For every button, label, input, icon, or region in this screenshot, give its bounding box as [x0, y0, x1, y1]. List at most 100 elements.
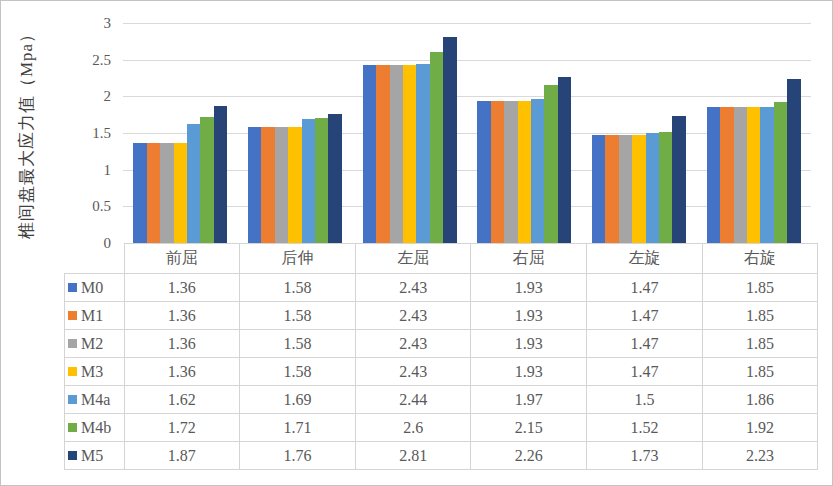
value-M5-右旋: 2.23 — [702, 442, 818, 470]
bar-M0-左旋 — [592, 135, 605, 243]
value-M4b-左屈: 2.6 — [355, 414, 471, 442]
table-row: M11.361.582.431.931.471.85 — [65, 302, 818, 330]
table-header-row: 前屈后伸左屈右屈左旋右旋 — [65, 244, 818, 274]
value-M0-后伸: 1.58 — [240, 274, 356, 302]
table-row: M51.871.762.812.261.732.23 — [65, 442, 818, 470]
series-legend-M4b: M4b — [65, 414, 125, 442]
series-name: M0 — [81, 279, 103, 296]
bar-M4a-后伸 — [302, 119, 315, 243]
value-M4a-后伸: 1.69 — [240, 386, 356, 414]
value-M4a-左屈: 2.44 — [355, 386, 471, 414]
value-M2-右屈: 1.93 — [471, 330, 587, 358]
column-header: 右旋 — [702, 244, 818, 274]
bar-M0-左屈 — [363, 65, 376, 243]
bar-M4a-左屈 — [416, 64, 429, 243]
value-M3-后伸: 1.58 — [240, 358, 356, 386]
value-M0-左屈: 2.43 — [355, 274, 471, 302]
legend-swatch-icon — [68, 451, 77, 460]
column-header: 左屈 — [355, 244, 471, 274]
bar-M5-左屈 — [443, 37, 456, 243]
bar-M3-前屈 — [174, 143, 187, 243]
legend-swatch-icon — [68, 423, 77, 432]
bar-M3-左屈 — [403, 65, 416, 243]
bar-M2-左旋 — [619, 135, 632, 243]
y-axis-tick-label: 1.5 — [1, 123, 111, 143]
value-M5-左旋: 1.73 — [587, 442, 703, 470]
bar-M5-左旋 — [672, 116, 685, 243]
bar-M4b-右屈 — [544, 85, 557, 243]
bar-M0-前屈 — [133, 143, 146, 243]
bar-M5-后伸 — [328, 114, 341, 243]
series-name: M2 — [81, 335, 103, 352]
bar-M4a-右屈 — [531, 99, 544, 243]
value-M3-右屈: 1.93 — [471, 358, 587, 386]
bar-M2-后伸 — [275, 127, 288, 243]
bar-M4a-右旋 — [760, 107, 773, 243]
series-legend-M0: M0 — [65, 274, 125, 302]
series-name: M1 — [81, 307, 103, 324]
value-M0-前屈: 1.36 — [124, 274, 240, 302]
series-legend-M2: M2 — [65, 330, 125, 358]
value-M4b-左旋: 1.52 — [587, 414, 703, 442]
series-name: M4b — [81, 419, 111, 436]
column-header: 右屈 — [471, 244, 587, 274]
y-axis-tick-label: 0.5 — [1, 196, 111, 216]
value-M2-前屈: 1.36 — [124, 330, 240, 358]
value-M2-右旋: 1.85 — [702, 330, 818, 358]
series-legend-M1: M1 — [65, 302, 125, 330]
value-M2-后伸: 1.58 — [240, 330, 356, 358]
value-M3-左旋: 1.47 — [587, 358, 703, 386]
value-M5-前屈: 1.87 — [124, 442, 240, 470]
value-M2-左屈: 2.43 — [355, 330, 471, 358]
table-row: M3 1.361.582.431.931.471.85 — [65, 358, 818, 386]
series-name: M3 — [81, 363, 103, 380]
value-M2-左旋: 1.47 — [587, 330, 703, 358]
table-row: M4b1.721.712.62.151.521.92 — [65, 414, 818, 442]
value-M4b-前屈: 1.72 — [124, 414, 240, 442]
value-M4a-前屈: 1.62 — [124, 386, 240, 414]
bar-M4a-前屈 — [187, 124, 200, 243]
legend-swatch-icon — [68, 395, 77, 404]
table-row: M01.361.582.431.931.471.85 — [65, 274, 818, 302]
bar-M4b-左旋 — [659, 132, 672, 243]
value-M1-前屈: 1.36 — [124, 302, 240, 330]
value-M4b-右旋: 1.92 — [702, 414, 818, 442]
bar-M2-左屈 — [390, 65, 403, 243]
series-legend-M4a: M4a — [65, 386, 125, 414]
y-axis-tick-label: 3 — [1, 13, 111, 33]
bar-M2-右屈 — [504, 101, 517, 243]
plot-area — [123, 23, 811, 243]
table-corner-cell — [65, 244, 125, 274]
value-M4b-右屈: 2.15 — [471, 414, 587, 442]
series-legend-M3: M3 — [65, 358, 125, 386]
table-row: M2 1.361.582.431.931.471.85 — [65, 330, 818, 358]
bar-group-左屈 — [352, 23, 467, 243]
chart-frame: 椎间盘最大应力值（Mpa） 00.511.522.53 前屈后伸左屈右屈左旋右旋… — [0, 0, 833, 486]
bar-M3-左旋 — [632, 135, 645, 243]
value-M1-左屈: 2.43 — [355, 302, 471, 330]
bar-M3-右屈 — [518, 101, 531, 243]
data-table: 前屈后伸左屈右屈左旋右旋M01.361.582.431.931.471.85M1… — [64, 243, 818, 470]
table-row: M4a1.621.692.441.971.51.86 — [65, 386, 818, 414]
value-M1-左旋: 1.47 — [587, 302, 703, 330]
value-M3-右旋: 1.85 — [702, 358, 818, 386]
value-M5-右屈: 2.26 — [471, 442, 587, 470]
bar-M4b-前屈 — [200, 117, 213, 243]
value-M0-右旋: 1.85 — [702, 274, 818, 302]
bar-M1-左屈 — [376, 65, 389, 243]
legend-swatch-icon — [68, 339, 77, 348]
value-M1-右旋: 1.85 — [702, 302, 818, 330]
bar-group-前屈 — [123, 23, 238, 243]
value-M3-左屈: 2.43 — [355, 358, 471, 386]
bar-M4b-右旋 — [774, 102, 787, 243]
bar-M1-前屈 — [147, 143, 160, 243]
value-M1-右屈: 1.93 — [471, 302, 587, 330]
value-M0-左旋: 1.47 — [587, 274, 703, 302]
value-M4a-左旋: 1.5 — [587, 386, 703, 414]
value-M4a-右屈: 1.97 — [471, 386, 587, 414]
column-header: 后伸 — [240, 244, 356, 274]
bar-M4b-左屈 — [430, 52, 443, 243]
series-name: M5 — [81, 447, 103, 464]
bar-M0-右旋 — [707, 107, 720, 243]
value-M3-前屈: 1.36 — [124, 358, 240, 386]
